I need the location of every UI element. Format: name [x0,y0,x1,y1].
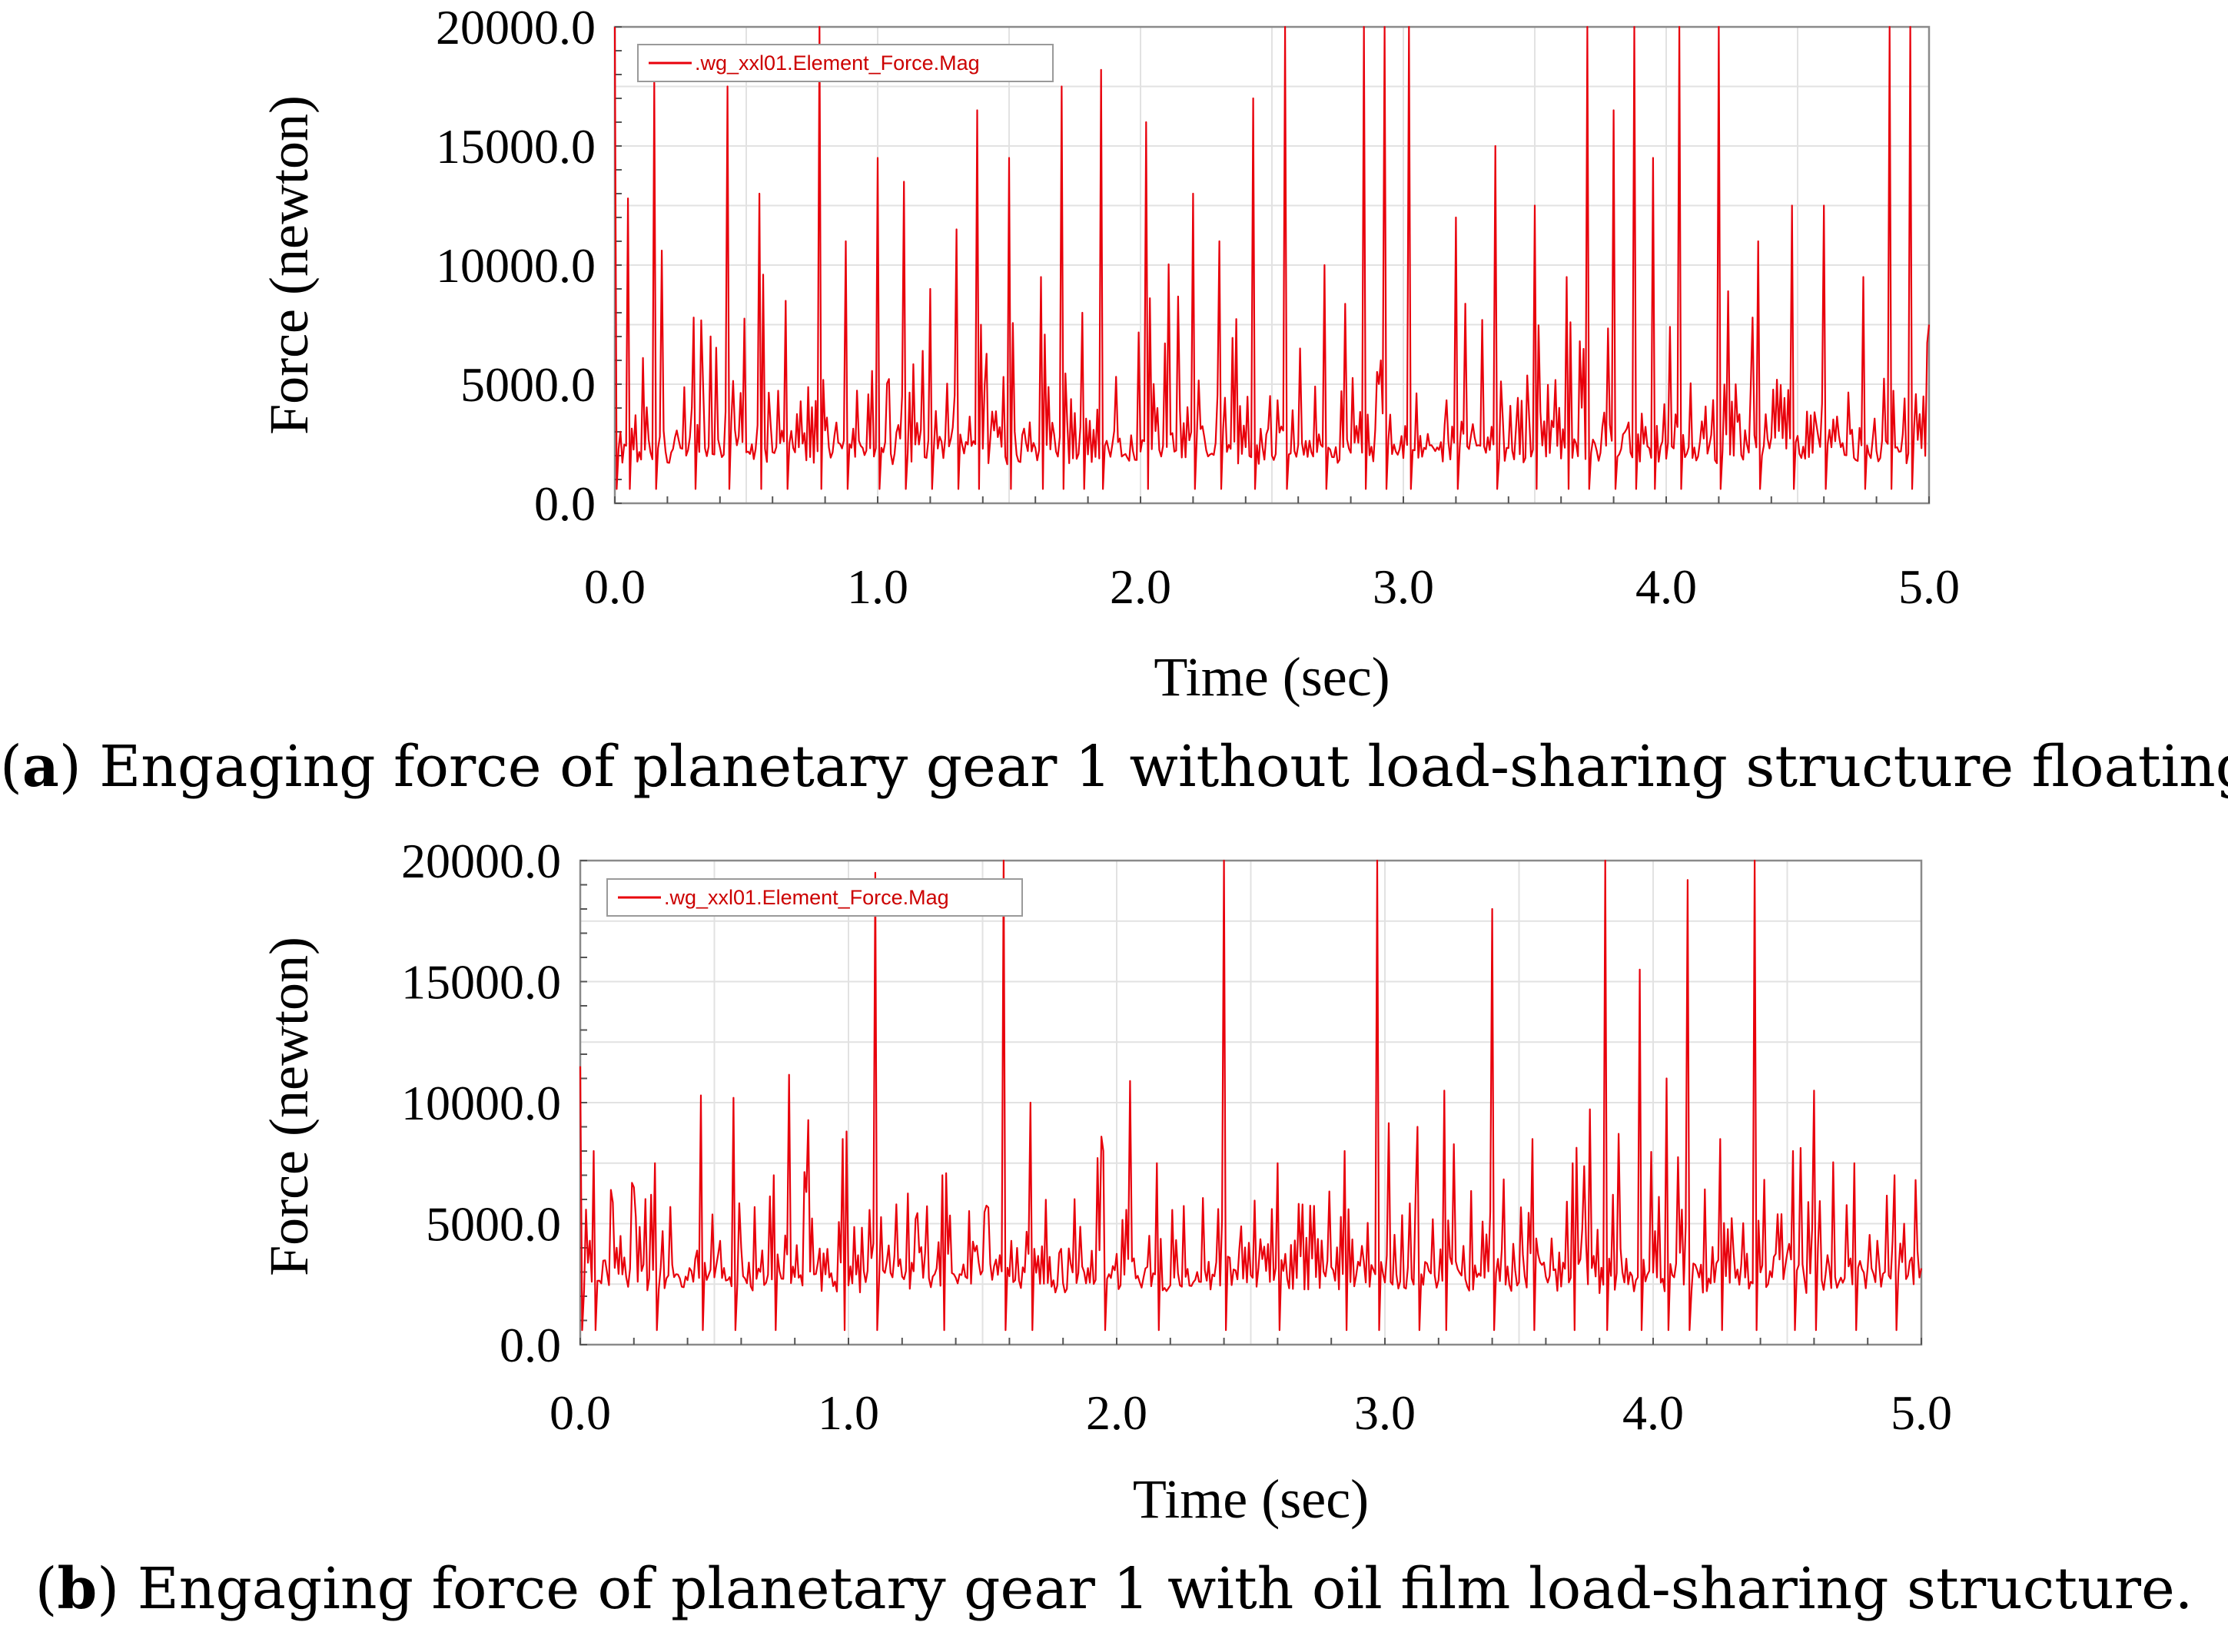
x-tick-label: 1.0 [818,1385,879,1440]
y-axis-title: Force (newton) [258,95,320,435]
y-axis-title: Force (newton) [258,937,320,1276]
panel-b: 0.0 5000.0 10000.0 15000.0 20000.0 0.0 1.0 2.0 3… [0,838,2228,1652]
x-tick-label: 5.0 [1898,559,1960,614]
chart-a-legend: .wg_xxl01.Element_Force.Mag [637,44,1054,82]
x-tick-label: 3.0 [1373,559,1434,614]
chart-a: 0.0 5000.0 10000.0 15000.0 20000.0 0.0 1.0 2.0 3… [258,0,1960,708]
y-tick-label: 10000.0 [401,1076,561,1130]
caption-a-label: a [22,734,59,800]
chart-a-series-0-line [613,25,1931,490]
y-tick-label: 5000.0 [460,357,596,412]
x-tick-label: 0.0 [584,559,646,614]
x-tick-label: 5.0 [1891,1385,1952,1440]
caption-b: (b) Engaging force of planetary gear 1 w… [35,1556,2193,1622]
legend-label: .wg_xxl01.Element_Force.Mag [664,886,949,909]
chart-b-legend: .wg_xxl01.Element_Force.Mag [606,878,1023,917]
y-tick-label: 15000.0 [401,955,561,1010]
x-tick-label: 2.0 [1086,1385,1147,1440]
x-tick-label: 4.0 [1622,1385,1684,1440]
legend-label: .wg_xxl01.Element_Force.Mag [695,51,980,75]
y-tick-label: 0.0 [534,476,596,531]
x-tick-label: 0.0 [550,1385,611,1440]
caption-b-label: b [57,1556,98,1622]
y-tick-label: 20000.0 [401,838,561,888]
y-tick-label: 20000.0 [436,0,596,55]
x-tick-label: 2.0 [1110,559,1171,614]
x-axis-title: Time (sec) [1133,1468,1369,1530]
caption-a: (a) Engaging force of planetary gear 1 w… [0,734,2228,800]
x-tick-label: 4.0 [1635,559,1697,614]
caption-b-text: Engaging force of planetary gear 1 with … [137,1556,2193,1622]
caption-a-text: Engaging force of planetary gear 1 witho… [99,734,2228,800]
x-tick-label: 3.0 [1354,1385,1416,1440]
panel-a: 0.0 5000.0 10000.0 15000.0 20000.0 0.0 1.0 2.0 3… [0,0,2228,800]
x-axis-title: Time (sec) [1154,646,1390,708]
y-tick-label: 0.0 [500,1318,561,1372]
legend-box [606,878,1023,917]
y-tick-label: 10000.0 [436,238,596,293]
y-tick-label: 5000.0 [426,1197,561,1252]
y-tick-label: 15000.0 [436,119,596,174]
chart-b-series-0-line [579,859,1923,1332]
legend-box [637,44,1054,82]
chart-b: 0.0 5000.0 10000.0 15000.0 20000.0 0.0 1.0 2.0 3… [258,838,1952,1530]
x-tick-label: 1.0 [847,559,908,614]
